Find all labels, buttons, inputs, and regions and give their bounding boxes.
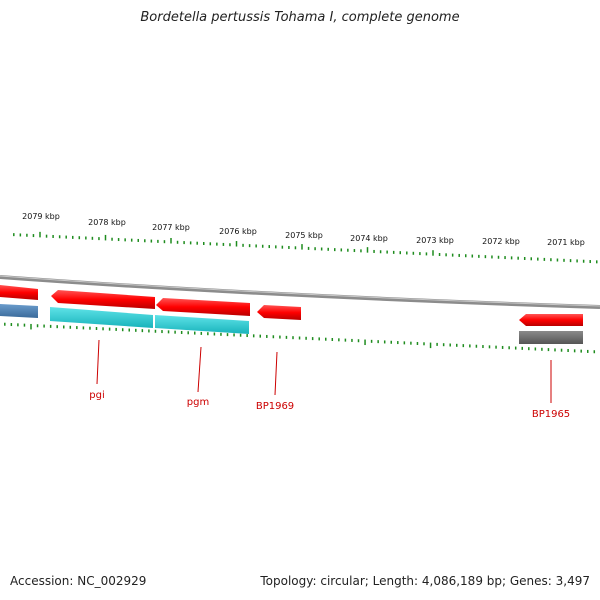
gene-label-pgm: pgm xyxy=(187,397,209,408)
gene-arrow-pgm[interactable] xyxy=(156,298,250,316)
outer-tick-row xyxy=(13,231,598,264)
scale-label: 2073 kbp xyxy=(416,236,454,245)
gene-label-pgi: pgi xyxy=(89,390,104,401)
genome-stats-text: Topology: circular; Length: 4,086,189 bp… xyxy=(260,574,590,588)
scale-label: 2078 kbp xyxy=(88,218,126,227)
inner-tick-row xyxy=(4,322,596,354)
scale-label: 2079 kbp xyxy=(22,212,60,221)
gene-label-BP1965: BP1965 xyxy=(532,409,570,420)
map-title: Bordetella pertussis Tohama I, complete … xyxy=(140,10,460,25)
scale-label: 2075 kbp xyxy=(285,231,323,240)
gene-arrow-pgi[interactable] xyxy=(51,290,155,309)
scale-label: 2076 kbp xyxy=(219,227,257,236)
pointer-BP1969 xyxy=(274,351,278,396)
gene-bar-teal-2[interactable] xyxy=(155,315,249,334)
genome-backbone-highlight xyxy=(0,275,600,307)
scale-label: 2074 kbp xyxy=(350,234,388,243)
gene-arrow-left-edge[interactable] xyxy=(0,285,38,300)
accession-text: Accession: NC_002929 xyxy=(10,574,147,588)
scale-labels: 2079 kbp 2078 kbp 2077 kbp 2076 kbp 2075 kbp… xyxy=(22,212,585,247)
gene-bar-gray[interactable] xyxy=(519,331,583,344)
genome-backbone xyxy=(0,275,600,309)
scale-label: 2071 kbp xyxy=(547,238,585,247)
pointer-pgm xyxy=(197,346,202,393)
gene-arrow-BP1965[interactable] xyxy=(519,314,583,326)
gene-arrow-BP1969[interactable] xyxy=(257,305,301,320)
gene-bar-teal-1[interactable] xyxy=(50,307,153,328)
scale-label: 2072 kbp xyxy=(482,237,520,246)
scale-label: 2077 kbp xyxy=(152,223,190,232)
gene-label-BP1969: BP1969 xyxy=(256,401,294,412)
pointer-pgi xyxy=(96,339,100,385)
gene-bar-left-edge[interactable] xyxy=(0,304,38,318)
